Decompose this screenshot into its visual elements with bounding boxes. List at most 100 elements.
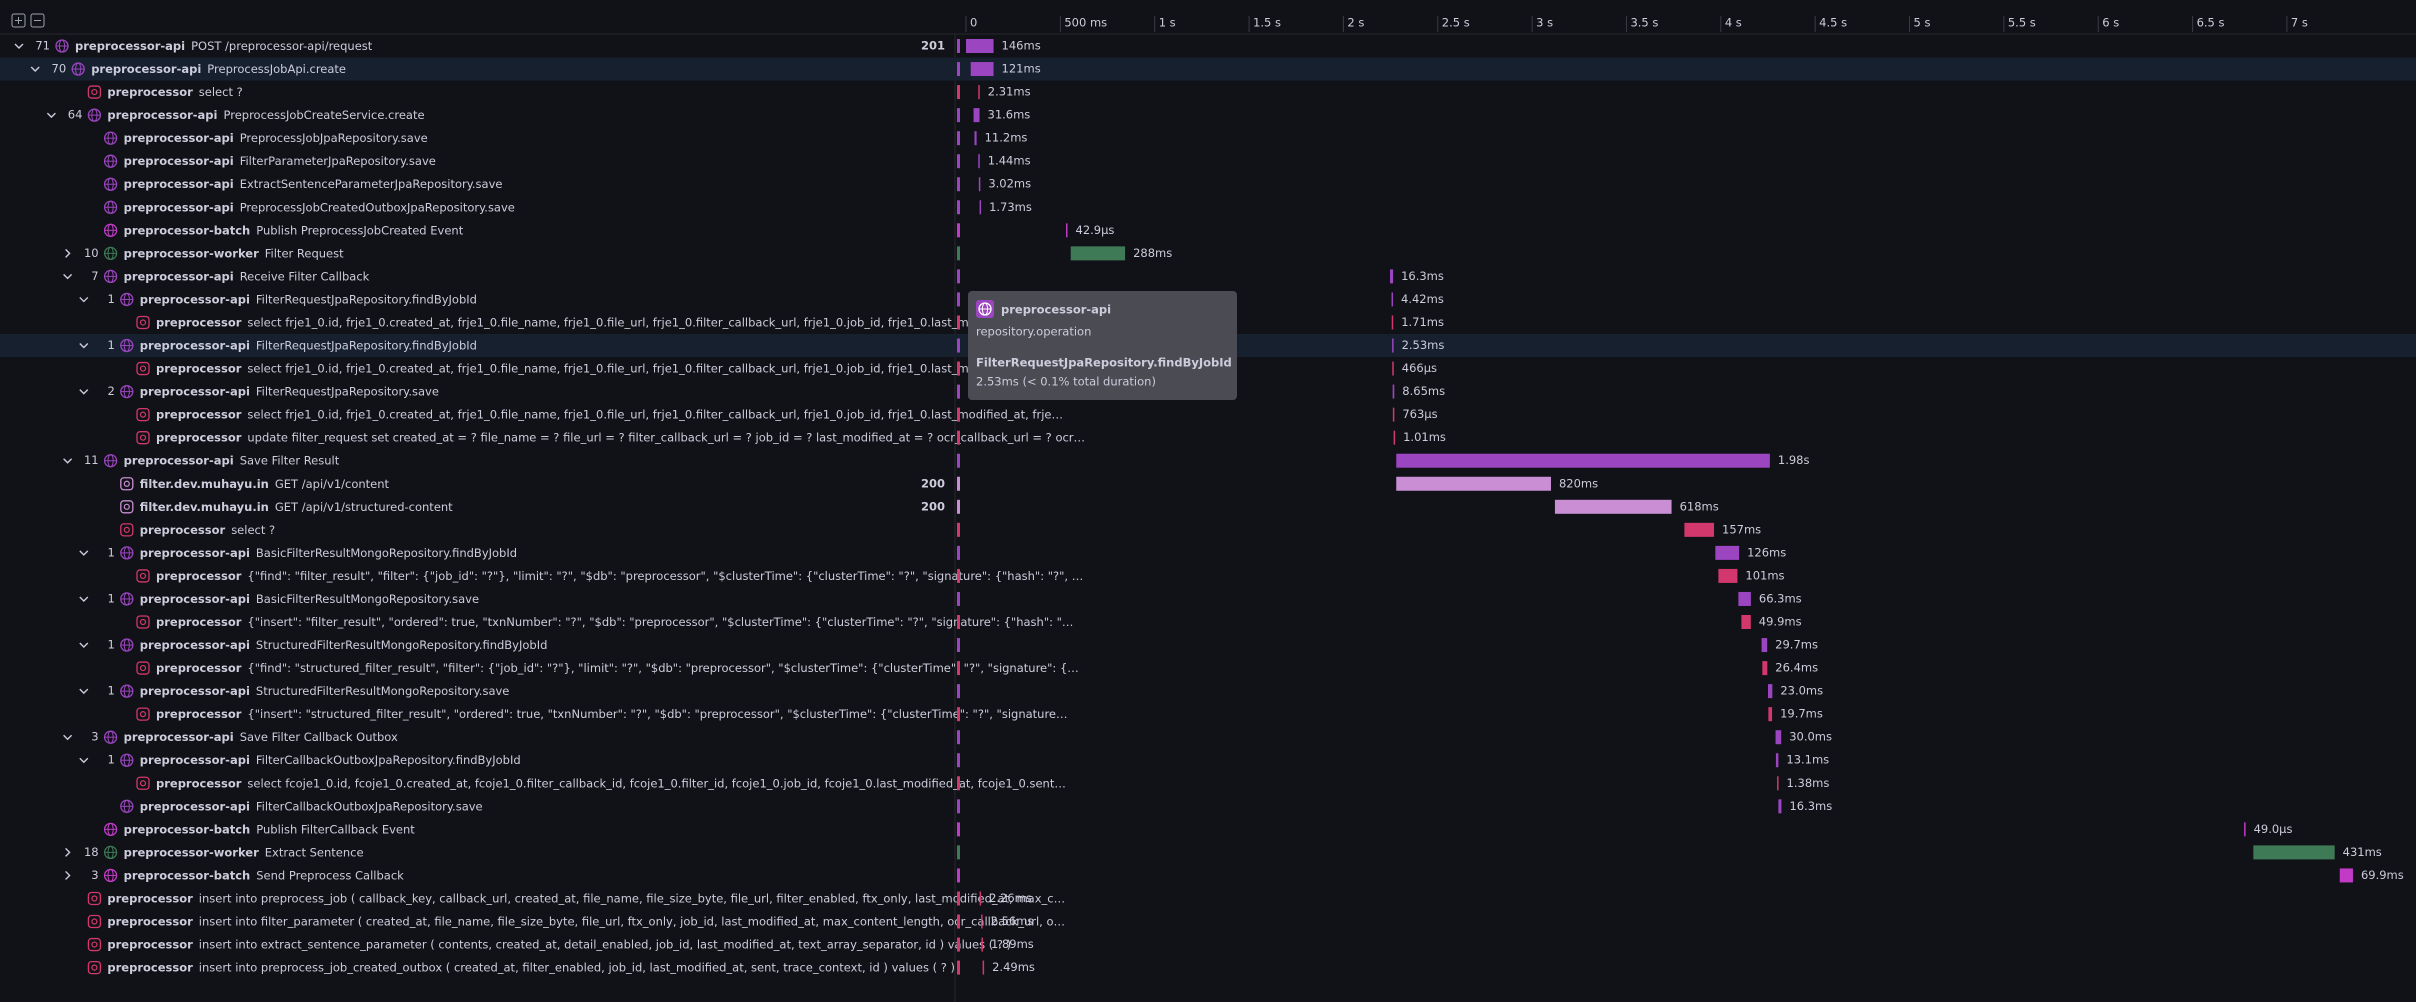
duration-label: 1.38ms <box>1787 776 1830 790</box>
span-bar <box>1392 315 1394 329</box>
duration-label: 126ms <box>1747 545 1786 559</box>
operation-name: GET /api/v1/content <box>275 476 390 490</box>
time-tick-label: 3.5 s <box>1630 16 1658 30</box>
duration-label: 2.49ms <box>992 960 1035 974</box>
span-row[interactable]: preprocessorinsert into preprocess_job (… <box>88 891 1065 906</box>
tooltip: preprocessor-apirepository.operationFilt… <box>968 291 1237 400</box>
span-label: preprocessor{"insert": "filter_result", … <box>156 615 1073 629</box>
span-label: preprocessor-workerFilter Request <box>124 246 345 260</box>
span-label: preprocessor-apiFilterRequestJpaReposito… <box>140 292 477 306</box>
span-label: preprocessor insert into extract_sentence… <box>107 937 1011 951</box>
span-bar <box>983 961 985 975</box>
span-label: preprocessorselect frje1_0.id, frje1_0.c… <box>156 407 1063 421</box>
span-label: preprocessor-apiFilterRequestJpaReposito… <box>140 338 477 352</box>
span-label: preprocessor-batchSend Preprocess Callba… <box>124 868 405 882</box>
child-count: 1 <box>107 753 114 767</box>
operation-name: {"insert": "structured_filter_result", "… <box>247 707 1067 721</box>
duration-label: 8.65ms <box>1402 384 1445 398</box>
span-bar <box>980 891 982 905</box>
duration-label: 2.56ms <box>991 914 1034 928</box>
service-indicator <box>957 362 960 376</box>
service-indicator <box>957 915 960 929</box>
duration-label: 1.89ms <box>991 937 1034 951</box>
service-indicator <box>957 246 960 260</box>
service-indicator <box>957 85 960 99</box>
span-bar <box>2253 845 2334 859</box>
time-tick-label: 3 s <box>1536 16 1553 30</box>
span-bar <box>1390 269 1393 283</box>
span-label: preprocessorinsert into preprocess_job (… <box>107 891 1065 905</box>
span-row[interactable]: preprocessorinsert into preprocess_job_c… <box>88 960 1035 975</box>
span-row[interactable]: preprocessorinsert into filter_parameter… <box>88 914 1065 929</box>
service-name: preprocessor-api <box>140 638 250 652</box>
service-indicator <box>957 868 960 882</box>
operation-name: FilterCallbackOutboxJpaRepository.save <box>256 799 483 813</box>
time-tick-label: 1.5 s <box>1253 16 1281 30</box>
span-bar <box>1394 431 1396 445</box>
child-count: 18 <box>84 845 99 859</box>
operation-name: StructuredFilterResultMongoRepository.fi… <box>256 638 548 652</box>
child-count: 1 <box>107 292 114 306</box>
operation-name: BasicFilterResultMongoRepository.save <box>256 591 479 605</box>
service-name: preprocessor-api <box>140 384 250 398</box>
span-bar <box>1071 246 1125 260</box>
span-label: preprocessor-api BasicFilterResultMongoRe… <box>140 591 479 605</box>
span-label: preprocessor-apiStructuredFilterResultMo… <box>140 684 510 698</box>
operation-name: FilterParameterJpaRepository.save <box>240 154 436 168</box>
span-row[interactable]: preprocessor insert into extract_sentence… <box>88 937 1033 952</box>
operation-name: PreprocessJobCreateService.create <box>223 108 424 122</box>
service-name: preprocessor-api <box>124 200 234 214</box>
service-name: preprocessor-api <box>75 39 185 53</box>
service-name: preprocessor-api <box>107 108 217 122</box>
operation-name: PreprocessJobApi.create <box>207 62 346 76</box>
span-label: preprocessor-apiBasicFilterResultMongoRe… <box>140 545 517 559</box>
service-indicator <box>957 477 960 491</box>
span-bar <box>1066 223 1068 237</box>
operation-name: select ? <box>199 85 243 99</box>
span-bar <box>1768 684 1772 698</box>
service-name: preprocessor-api <box>140 591 250 605</box>
service-indicator <box>957 131 960 145</box>
span-bar <box>978 154 980 168</box>
service-indicator <box>957 707 960 721</box>
operation-name: insert into extract_sentence_parameter (… <box>199 937 1011 951</box>
child-count: 11 <box>84 453 99 467</box>
service-indicator <box>957 431 960 445</box>
duration-label: 42.9µs <box>1076 223 1115 237</box>
service-indicator <box>957 39 960 53</box>
span-row[interactable]: 70preprocessor-apiPreprocessJobApi.creat… <box>0 58 2416 81</box>
service-indicator <box>957 108 960 122</box>
service-indicator <box>957 799 960 813</box>
service-indicator <box>957 177 960 191</box>
service-indicator <box>957 500 960 514</box>
duration-label: 101ms <box>1745 568 1784 582</box>
span-label: preprocessorupdate filter_request set cr… <box>156 430 1085 444</box>
service-indicator <box>957 408 960 422</box>
span-bar <box>1555 500 1672 514</box>
operation-name: PreprocessJobJpaRepository.save <box>240 131 428 145</box>
service-name: preprocessor-batch <box>124 223 251 237</box>
service-name: preprocessor-api <box>124 269 234 283</box>
duration-label: 157ms <box>1722 522 1761 536</box>
time-tick-label: 4.5 s <box>1819 16 1847 30</box>
duration-label: 13.1ms <box>1786 753 1829 767</box>
service-name: preprocessor <box>107 891 193 905</box>
service-indicator <box>957 730 960 744</box>
span-label: preprocessor-batchPublish FilterCallback… <box>124 822 416 836</box>
time-tick-label: 5.5 s <box>2008 16 2036 30</box>
span-label: preprocessor-apiFilterRequestJpaReposito… <box>140 384 439 398</box>
span-bar <box>966 39 994 53</box>
span-bar <box>974 131 976 145</box>
duration-label: 2.26ms <box>989 891 1032 905</box>
service-indicator <box>957 961 960 975</box>
span-bar <box>1392 339 1394 353</box>
service-indicator <box>957 615 960 629</box>
span-bar <box>1776 753 1778 767</box>
operation-name: FilterRequestJpaRepository.findByJobId <box>256 338 477 352</box>
span-label: preprocessorselect frje1_0.id, frje1_0.c… <box>156 361 1063 375</box>
duration-label: 19.7ms <box>1780 707 1823 721</box>
child-count: 71 <box>35 39 50 53</box>
operation-name: select frje1_0.id, frje1_0.created_at, f… <box>247 407 1063 421</box>
service-name: preprocessor-api <box>124 730 234 744</box>
service-name: preprocessor <box>107 937 193 951</box>
